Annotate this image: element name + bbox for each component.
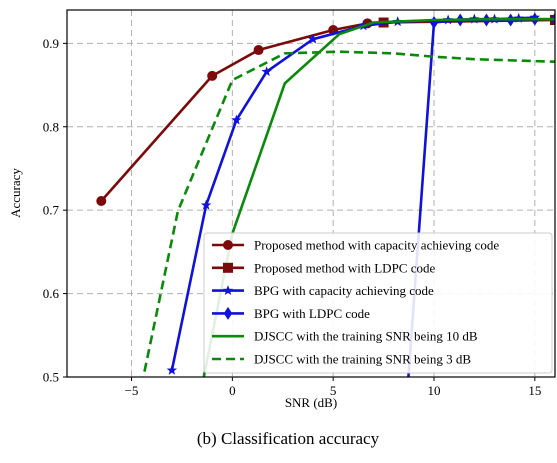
y-tick-label: 0.7 <box>43 203 60 218</box>
series-5 <box>202 17 555 377</box>
legend-label: Proposed method with capacity achieving … <box>254 238 499 253</box>
legend-label: DJSCC with the training SNR being 3 dB <box>254 352 471 367</box>
series-line <box>142 50 555 377</box>
legend-marker <box>223 262 233 273</box>
data-point <box>261 66 272 77</box>
series-line <box>202 17 555 377</box>
legend-item: Proposed method with LDPC code <box>212 260 435 275</box>
legend-marker <box>222 285 234 296</box>
legend-marker <box>223 240 233 250</box>
legend-item: BPG with capacity achieving code <box>212 283 434 298</box>
data-point <box>231 114 242 125</box>
data-point <box>166 364 178 375</box>
legend-label: DJSCC with the training SNR being 10 dB <box>254 329 478 344</box>
legend: Proposed method with capacity achieving … <box>203 232 553 374</box>
data-point <box>307 33 319 44</box>
series-layer <box>96 12 555 392</box>
data-point <box>200 199 212 210</box>
y-tick-label: 0.5 <box>43 370 59 385</box>
y-tick-label: 0.8 <box>43 119 59 134</box>
series-6 <box>142 50 555 377</box>
data-point <box>96 196 107 207</box>
legend-item: DJSCC with the training SNR being 3 dB <box>212 352 471 367</box>
x-tick-label: 10 <box>428 383 441 398</box>
legend-item: BPG with LDPC code <box>212 306 370 321</box>
legend-label: BPG with capacity achieving code <box>254 283 434 298</box>
y-axis-label: Accuracy <box>8 168 23 218</box>
legend-label: Proposed method with LDPC code <box>254 260 435 275</box>
x-tick-label: 5 <box>330 383 337 398</box>
figure-caption: (b) Classification accuracy <box>197 429 380 448</box>
y-tick-label: 0.6 <box>43 286 60 301</box>
legend-box <box>203 232 553 374</box>
x-tick-label: −5 <box>125 383 139 398</box>
x-tick-label: 15 <box>528 383 541 398</box>
data-point <box>253 45 264 56</box>
plot-frame <box>66 9 556 378</box>
data-point <box>404 379 412 392</box>
data-point <box>513 12 524 23</box>
x-axis-label: SNR (dB) <box>285 395 337 410</box>
legend-item: DJSCC with the training SNR being 10 dB <box>212 329 478 344</box>
y-axis: 0.5 0.6 0.7 0.8 0.9 <box>43 36 67 385</box>
x-axis: −5 0 5 10 15 <box>125 377 541 398</box>
legend-marker <box>223 306 233 320</box>
data-point <box>207 70 218 81</box>
legend-item: Proposed method with capacity achieving … <box>212 238 499 253</box>
legend-label: BPG with LDPC code <box>254 306 370 321</box>
x-tick-label: 0 <box>229 383 236 398</box>
y-tick-label: 0.9 <box>43 36 59 51</box>
